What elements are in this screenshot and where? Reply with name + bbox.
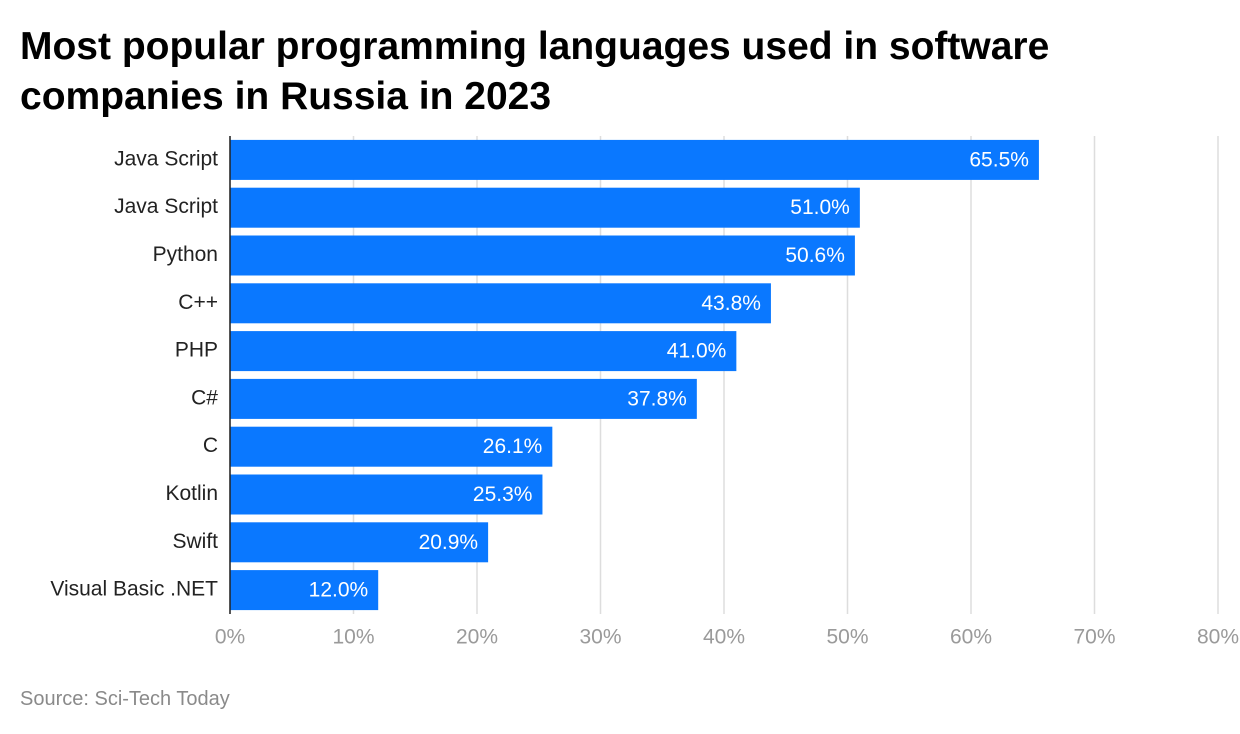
value-label: 41.0%: [667, 340, 727, 363]
y-tick-label: Python: [153, 243, 218, 266]
bar: [230, 187, 860, 228]
x-tick-label: 40%: [703, 626, 745, 649]
bar: [230, 474, 543, 515]
value-label: 20.9%: [419, 531, 479, 554]
y-tick-label: Java Script: [114, 147, 218, 170]
bar: [230, 139, 1039, 180]
x-tick-label: 10%: [332, 626, 374, 649]
value-label: 12.0%: [309, 579, 369, 602]
value-label: 65.5%: [969, 148, 1029, 171]
source: Source: Sci-Tech Today: [20, 688, 230, 710]
value-label: 51.0%: [790, 196, 850, 219]
bar: [230, 426, 553, 467]
value-label: 37.8%: [627, 387, 687, 410]
bar: [230, 522, 489, 563]
bar: [230, 283, 771, 324]
x-tick-label: 20%: [456, 626, 498, 649]
y-tick-label: Kotlin: [165, 482, 218, 505]
y-tick-label: C: [203, 434, 218, 457]
bar: [230, 570, 379, 611]
value-label: 43.8%: [701, 292, 761, 315]
value-label: 25.3%: [473, 483, 533, 506]
x-tick-label: 0%: [215, 626, 245, 649]
x-tick-label: 50%: [826, 626, 868, 649]
y-tick-label: C++: [178, 291, 218, 314]
bar: [230, 235, 855, 276]
value-label: 50.6%: [785, 244, 845, 267]
x-tick-label: 70%: [1073, 626, 1115, 649]
y-tick-label: Java Script: [114, 195, 218, 218]
y-tick-label: C#: [191, 386, 218, 409]
y-tick-label: Swift: [172, 530, 218, 553]
x-tick-label: 80%: [1197, 626, 1239, 649]
bar: [230, 378, 697, 419]
y-tick-label: Visual Basic .NET: [50, 578, 218, 601]
chart-title: Most popular programming languages used …: [20, 25, 1050, 118]
value-label: 26.1%: [483, 435, 543, 458]
bar: [230, 331, 737, 372]
x-tick-label: 30%: [579, 626, 621, 649]
y-tick-label: PHP: [175, 339, 218, 362]
x-tick-label: 60%: [950, 626, 992, 649]
